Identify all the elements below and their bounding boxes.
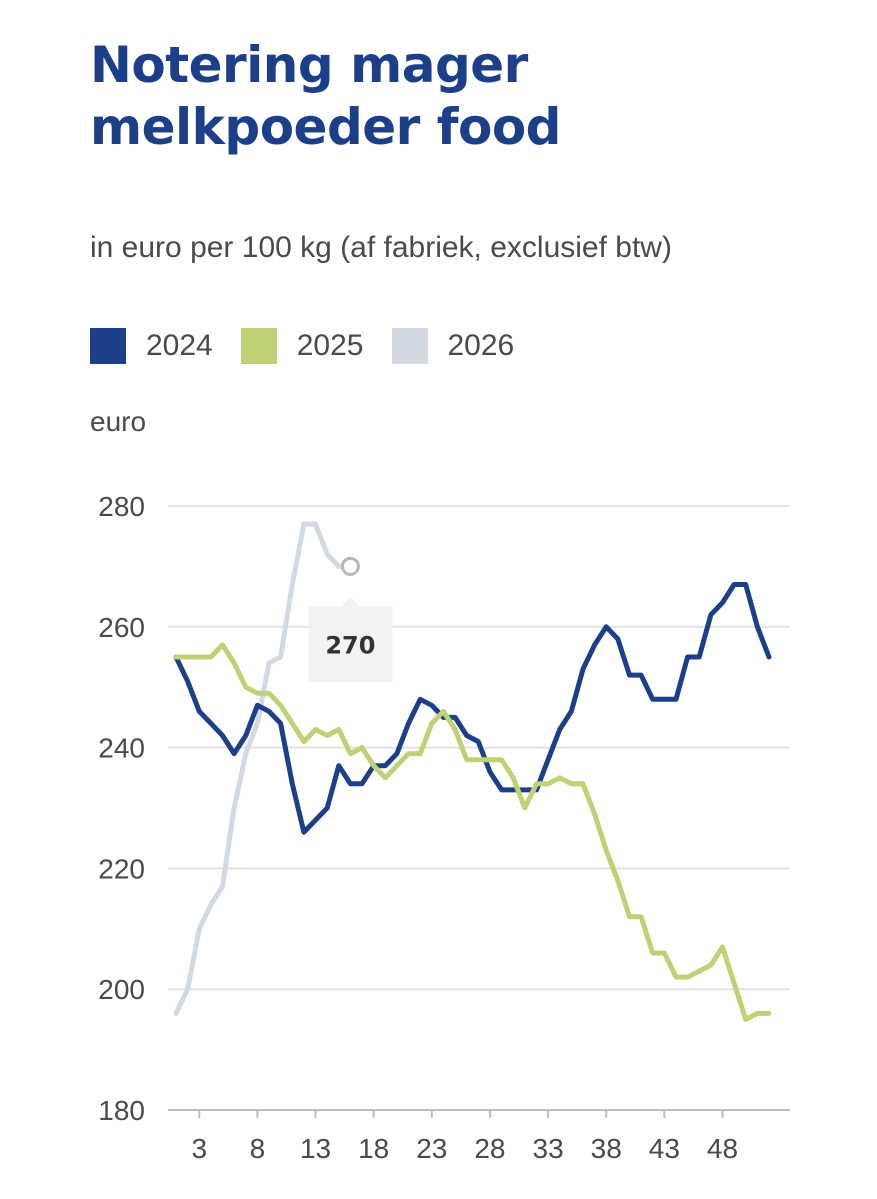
series-line-2025[interactable]: [173, 642, 772, 1022]
legend-swatch-2026: [391, 328, 428, 364]
x-tick-label: 23: [416, 1133, 447, 1164]
chart-subtitle: in euro per 100 kg (af fabriek, exclusie…: [90, 231, 672, 264]
y-axis-ticks: 180 200 220 240 260 280: [98, 491, 145, 1126]
x-tick-label: 33: [533, 1133, 564, 1164]
x-tick-label: 3: [191, 1133, 207, 1164]
chart-title-line-1: Notering mager: [90, 36, 528, 94]
y-tick-label: 260: [98, 612, 145, 643]
y-tick-label: 200: [98, 974, 145, 1005]
x-tick-label: 48: [707, 1133, 738, 1164]
x-axis-ticks: 3 8 13 18 23 28 33 38 43 48: [191, 1110, 738, 1164]
y-axis-unit-label: euro: [90, 406, 147, 437]
grid-lines: [168, 505, 790, 1111]
y-tick-label: 180: [98, 1095, 145, 1126]
x-tick-label: 43: [649, 1133, 680, 1164]
x-tick-label: 8: [250, 1133, 266, 1164]
tooltip-value: 270: [325, 631, 375, 659]
legend-item-2025[interactable]: 2025: [240, 326, 364, 366]
tooltip: 270: [308, 556, 393, 683]
series-line-2024[interactable]: [173, 582, 772, 835]
tooltip-box: [308, 606, 393, 683]
legend-label-2026: 2026: [447, 329, 515, 362]
legend-swatch-2024: [90, 328, 126, 364]
series-layer: [173, 521, 772, 1022]
x-tick-label: 18: [358, 1133, 389, 1164]
x-tick-label: 13: [300, 1133, 331, 1164]
x-tick-label: 38: [591, 1133, 622, 1164]
chart-title-line-2: melkpoeder food: [90, 98, 561, 156]
series-line-2026[interactable]: [173, 521, 353, 1016]
legend-item-2024[interactable]: 2024: [90, 326, 213, 366]
y-tick-label: 220: [98, 853, 145, 884]
chart-legend: 2024 2025 2026: [90, 326, 542, 366]
chart-title: Notering mager melkpoeder food: [90, 34, 810, 158]
x-tick-label: 28: [474, 1133, 505, 1164]
legend-swatch-2025: [240, 328, 277, 364]
hover-marker: [340, 556, 360, 576]
y-tick-label: 280: [98, 491, 145, 522]
tooltip-pointer: [341, 597, 360, 607]
y-tick-label: 240: [98, 733, 145, 764]
legend-label-2025: 2025: [296, 329, 364, 362]
legend-label-2024: 2024: [146, 329, 213, 362]
legend-item-2026[interactable]: 2026: [391, 326, 515, 366]
